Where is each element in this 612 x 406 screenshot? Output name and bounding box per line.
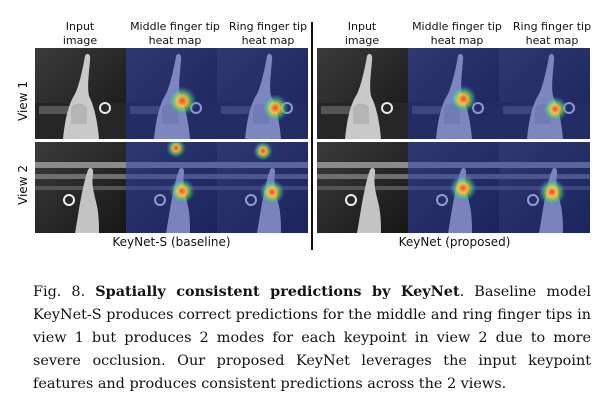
header-ring-left: Ring finger tip heat map	[220, 20, 316, 48]
header-line: Input	[65, 20, 95, 33]
heatmap-image	[126, 142, 217, 233]
input-image	[317, 142, 408, 233]
header-line: heat map	[525, 34, 579, 47]
row-label-view-2: View 2	[16, 165, 30, 205]
header-line: Input	[347, 20, 377, 33]
header-line: Middle finger tip	[130, 20, 220, 33]
header-line: heat map	[241, 34, 295, 47]
caption-label: Fig. 8.	[33, 284, 86, 300]
figure: Input image Middle finger tip heat map R…	[16, 20, 602, 250]
caption-body: . Baseline model KeyNet-S produces corre…	[33, 284, 591, 392]
header-ring-right: Ring finger tip heat map	[502, 20, 602, 48]
row-label-view-1: View 1	[16, 81, 30, 121]
panel-caption-proposed: KeyNet (proposed)	[398, 235, 511, 249]
heatmap-image	[408, 48, 499, 139]
header-middle-left: Middle finger tip heat map	[126, 20, 224, 48]
panel-caption-baseline: KeyNet-S (baseline)	[112, 235, 231, 249]
header-line: Ring finger tip	[512, 20, 592, 33]
header-line: Ring finger tip	[228, 20, 308, 33]
heatmap-image	[408, 142, 499, 233]
input-image	[35, 142, 126, 233]
header-line: heat map	[148, 34, 202, 47]
heatmap-image	[499, 48, 590, 139]
header-line: image	[62, 34, 98, 47]
panel-divider	[311, 22, 313, 250]
heatmap-image	[126, 48, 217, 139]
input-image	[35, 48, 126, 139]
heatmap-image	[217, 142, 308, 233]
header-middle-right: Middle finger tip heat map	[408, 20, 506, 48]
header-line: Middle finger tip	[412, 20, 502, 33]
header-line: heat map	[430, 34, 484, 47]
input-image	[317, 48, 408, 139]
caption-title: Spatially consistent predictions by KeyN…	[95, 283, 460, 300]
header-input-right: Input image	[317, 20, 407, 48]
heatmap-image	[217, 48, 308, 139]
header-input-left: Input image	[35, 20, 125, 48]
header-line: image	[344, 34, 380, 47]
heatmap-image	[499, 142, 590, 233]
figure-caption: Fig. 8. Spatially consistent predictions…	[33, 280, 591, 396]
